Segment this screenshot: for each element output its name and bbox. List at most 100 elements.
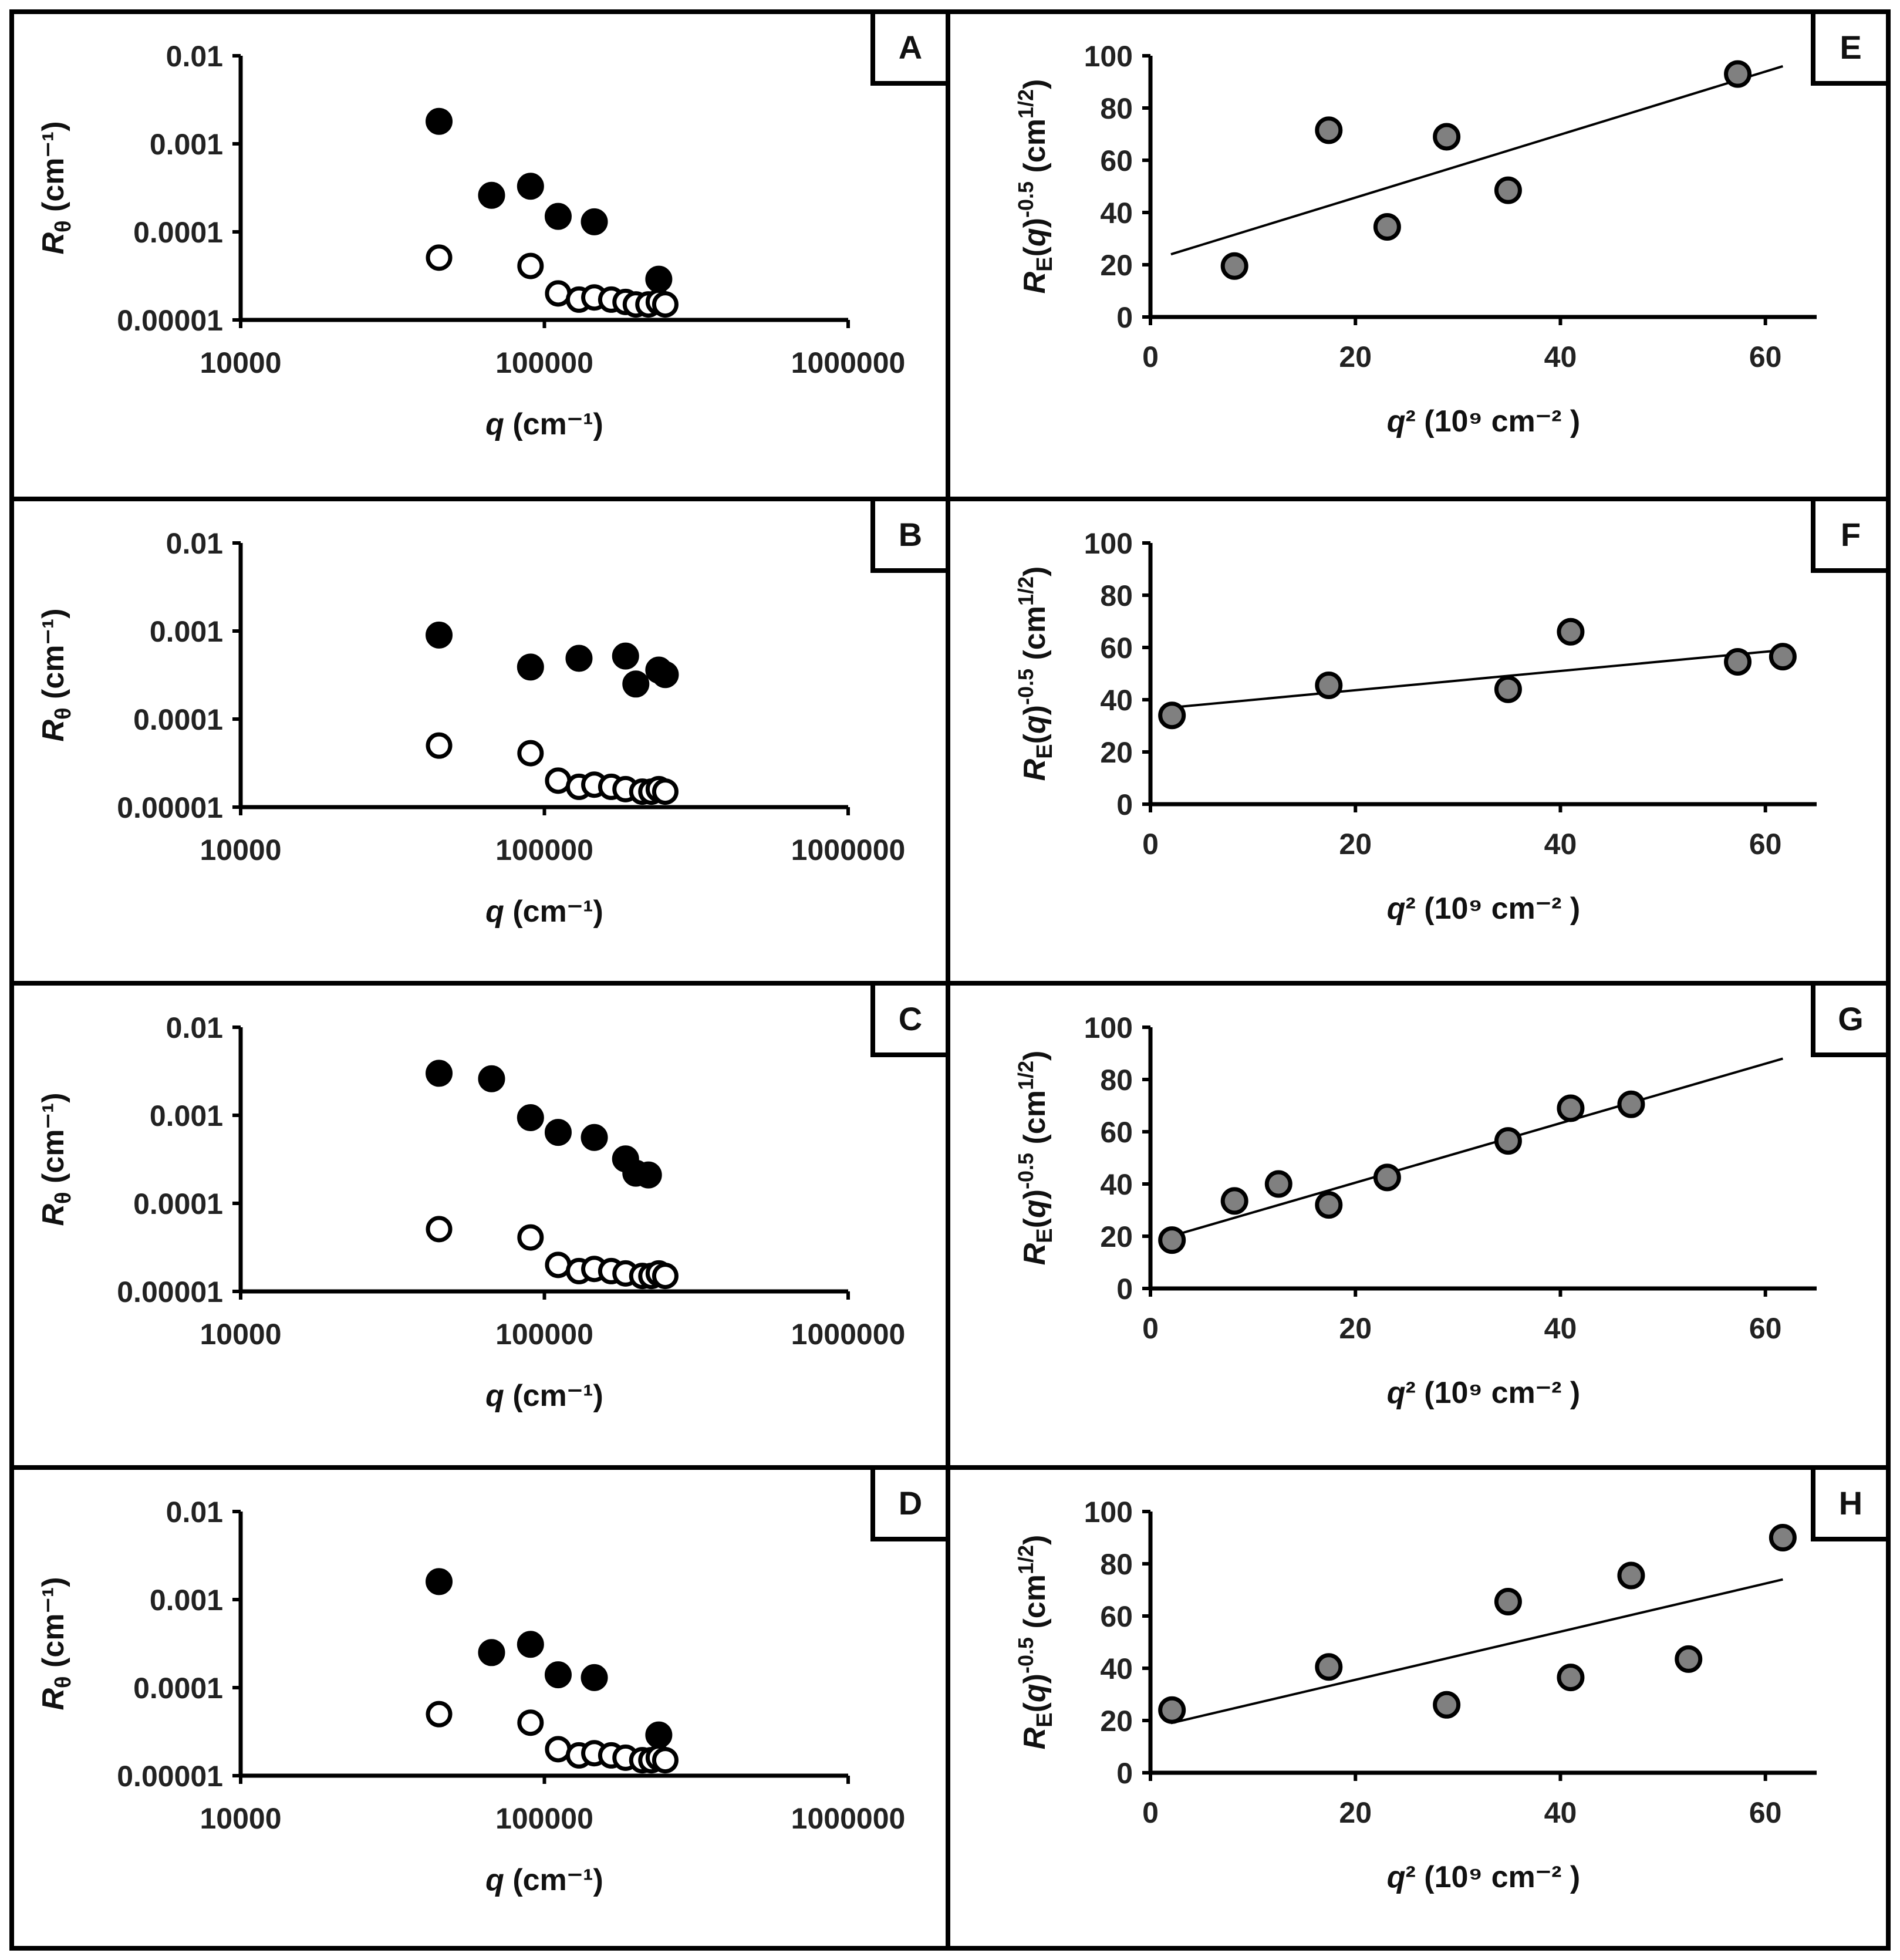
panel-tag-label: A (899, 29, 922, 66)
y-tick-label: 0 (1116, 788, 1133, 821)
x-tick-label: 60 (1749, 828, 1782, 861)
x-axis-title: q (cm⁻¹) (485, 895, 603, 929)
data-point-filled (544, 203, 572, 230)
x-tick-label: 1000000 (791, 834, 906, 866)
data-point-filled (426, 1568, 453, 1595)
y-tick-label: 0.001 (150, 1584, 223, 1617)
data-point-gray (1264, 1170, 1292, 1198)
panel-tag-label: G (1838, 1000, 1864, 1037)
data-point-filled (652, 661, 679, 689)
data-point-gray (1373, 1163, 1401, 1192)
data-point-filled (645, 265, 673, 293)
data-point-gray (1675, 1645, 1703, 1673)
data-point-gray (1724, 647, 1752, 676)
panel-f: F 0 20 40 60 80 100 0 20 40 60 q² (10⁹ cm⁻² ) RE(q)-… (946, 497, 1891, 986)
panel-frame (9, 9, 950, 501)
fit-line (1170, 1057, 1783, 1237)
y-tick-label: 80 (1100, 1064, 1133, 1097)
y-tick-label: 60 (1100, 1600, 1133, 1633)
data-point-open (426, 732, 453, 759)
data-point-filled (426, 621, 453, 649)
y-tick-label: 40 (1100, 684, 1133, 717)
x-axis-title: q (cm⁻¹) (485, 407, 603, 441)
data-point-gray (1494, 1588, 1522, 1616)
data-point-open (517, 1709, 544, 1736)
data-point-filled (565, 645, 593, 672)
y-tick-label: 0 (1116, 1273, 1133, 1305)
fit-line (1170, 65, 1783, 256)
data-point-gray (1557, 618, 1585, 646)
y-axis-title: RE(q)-0.5 (cm1/2) (1014, 566, 1057, 781)
data-point-gray (1220, 252, 1248, 280)
panel-tag-label: E (1840, 29, 1861, 66)
x-axis-title: q² (10⁹ cm⁻² ) (1387, 1376, 1581, 1410)
panel-g: G 0 20 40 60 80 100 0 20 40 60 q² (10⁹ cm⁻² ) RE(q)-… (946, 981, 1891, 1470)
y-tick-label: 0.001 (150, 615, 223, 648)
x-tick-label: 100000 (495, 1802, 593, 1835)
panel-frame (946, 1465, 1891, 1951)
panel-e: E 0 20 40 60 80 100 0 20 40 60 q² (10⁹ cm⁻² ) RE(q)-… (946, 9, 1891, 501)
x-tick-label: 0 (1142, 828, 1159, 861)
x-tick-label: 60 (1749, 340, 1782, 373)
x-tick-label: 20 (1339, 828, 1372, 861)
data-point-gray (1617, 1090, 1645, 1118)
x-tick-label: 60 (1749, 1796, 1782, 1829)
data-point-gray (1557, 1664, 1585, 1692)
data-point-gray (1315, 672, 1343, 700)
panel-d: D 0.00001 0.0001 0.001 0.01 10000 100000 100000… (9, 1465, 950, 1951)
y-axis-title: RE(q)-0.5 (cm1/2) (1014, 79, 1057, 294)
y-tick-label: 0.00001 (117, 1276, 223, 1308)
data-point-gray (1769, 1524, 1797, 1551)
y-axis-title: RE(q)-0.5 (cm1/2) (1014, 1051, 1057, 1266)
y-axis-title: Rθ (cm⁻¹) (36, 121, 76, 254)
data-point-gray (1158, 1696, 1186, 1724)
x-tick-label: 100000 (495, 834, 593, 866)
y-tick-label: 0.01 (166, 527, 223, 560)
data-point-gray (1724, 60, 1752, 88)
x-tick-label: 100000 (495, 346, 593, 379)
data-point-gray (1315, 116, 1343, 144)
data-point-open (426, 244, 453, 271)
y-tick-label: 0 (1116, 1757, 1133, 1790)
data-point-filled (581, 208, 608, 235)
y-tick-label: 20 (1100, 249, 1133, 282)
data-point-gray (1158, 701, 1186, 730)
data-point-filled (517, 173, 544, 200)
panel-tag-box (1811, 1465, 1891, 1541)
panel-frame (9, 1465, 950, 1951)
panel-tag-label: F (1841, 516, 1861, 553)
y-tick-label: 60 (1100, 144, 1133, 177)
y-tick-label: 0.0001 (133, 216, 223, 249)
x-axis-title: q (cm⁻¹) (485, 1863, 603, 1897)
x-tick-label: 60 (1749, 1312, 1782, 1345)
panel-c: C 0.00001 0.0001 0.001 0.01 10000 100000 100000… (9, 981, 950, 1470)
panel-h: H 0 20 40 60 80 100 0 20 40 60 q² (10⁹ cm⁻² ) RE(q)-… (946, 1465, 1891, 1951)
data-point-open (517, 1224, 544, 1251)
y-tick-label: 40 (1100, 1652, 1133, 1685)
x-axis-title: q (cm⁻¹) (485, 1379, 603, 1413)
data-point-gray (1220, 1187, 1248, 1215)
panel-a: A 0.00001 0.0001 0.001 0.01 10000 100000 100000… (9, 9, 950, 501)
data-point-filled (612, 642, 639, 670)
panel-tag-box (870, 1465, 950, 1541)
data-point-gray (1494, 675, 1522, 703)
y-tick-label: 40 (1100, 1168, 1133, 1201)
panel-tag-label: C (899, 1000, 922, 1037)
fit-line (1170, 1578, 1783, 1725)
x-tick-label: 20 (1339, 340, 1372, 373)
data-point-open (652, 1263, 679, 1290)
data-point-gray (1494, 176, 1522, 204)
x-tick-label: 20 (1339, 1312, 1372, 1345)
data-point-gray (1433, 123, 1461, 151)
x-tick-label: 0 (1142, 340, 1159, 373)
panel-tag-box (1811, 497, 1891, 573)
data-point-gray (1158, 1226, 1186, 1254)
data-point-gray (1433, 1691, 1461, 1719)
data-point-open (652, 1747, 679, 1774)
x-tick-label: 40 (1544, 1312, 1577, 1345)
y-tick-label: 60 (1100, 1116, 1133, 1149)
y-tick-label: 100 (1084, 1496, 1133, 1529)
data-point-filled (426, 107, 453, 135)
x-tick-label: 10000 (200, 1802, 281, 1835)
